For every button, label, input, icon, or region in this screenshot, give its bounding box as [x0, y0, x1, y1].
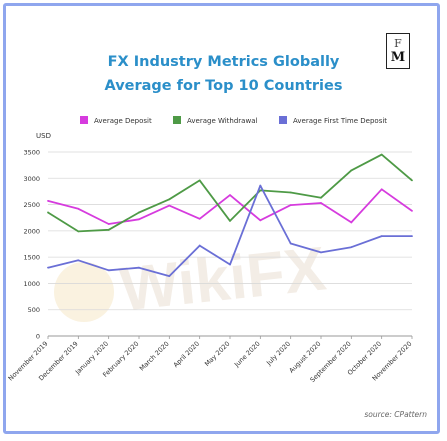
- data-point: [47, 211, 49, 214]
- data-point: [259, 184, 262, 187]
- data-point: [138, 211, 140, 214]
- chart-frame: [3, 3, 440, 434]
- data-point: [138, 218, 140, 221]
- data-point: [107, 269, 110, 272]
- data-point: [259, 219, 262, 222]
- y-tick-label: 3500: [23, 149, 40, 157]
- legend-swatch: [80, 116, 88, 124]
- data-point: [138, 266, 140, 269]
- x-tick-label: March 2020: [138, 340, 171, 373]
- data-point: [350, 221, 353, 224]
- data-point: [168, 198, 171, 201]
- y-tick-label: 2500: [23, 201, 40, 209]
- y-tick-label: 3000: [23, 175, 40, 183]
- data-point: [350, 246, 353, 249]
- y-tick-label: 1500: [23, 254, 40, 262]
- x-tick-label: April 2020: [172, 340, 201, 369]
- data-point: [320, 251, 322, 254]
- data-point: [380, 235, 383, 238]
- chart-title-line1: FX Industry Metrics Globally: [107, 54, 340, 70]
- data-point: [380, 153, 383, 156]
- data-point: [289, 191, 292, 194]
- legend-label: Average Withdrawal: [187, 117, 257, 125]
- data-point: [168, 204, 171, 207]
- data-point: [411, 179, 413, 182]
- y-axis-label: USD: [36, 132, 51, 140]
- data-point: [320, 196, 322, 199]
- data-point: [198, 217, 201, 220]
- legend-label: Average First Time Deposit: [293, 117, 387, 125]
- legend-swatch: [279, 116, 287, 124]
- data-point: [289, 242, 292, 245]
- data-point: [77, 259, 80, 262]
- y-tick-label: 1000: [23, 280, 40, 288]
- data-point: [411, 209, 413, 212]
- data-point: [77, 207, 80, 210]
- legend-label: Average Deposit: [94, 117, 152, 125]
- data-point: [107, 223, 110, 225]
- chart-title-line2: Average for Top 10 Countries: [104, 78, 343, 94]
- y-tick-label: 2000: [23, 227, 40, 235]
- data-point: [259, 189, 262, 192]
- y-tick-label: 500: [28, 306, 40, 314]
- fm-logo: F M: [386, 33, 410, 69]
- logo-letter-f: F: [394, 37, 402, 50]
- data-point: [289, 204, 292, 206]
- source-label: source: CPattern: [364, 410, 427, 419]
- data-point: [198, 244, 201, 247]
- logo-letter-m: M: [390, 50, 406, 65]
- y-tick-label: 0: [36, 333, 40, 341]
- data-point: [77, 230, 80, 233]
- data-point: [229, 194, 231, 197]
- legend-swatch: [173, 116, 181, 124]
- data-point: [47, 266, 49, 269]
- data-point: [47, 199, 49, 202]
- data-point: [380, 188, 383, 191]
- wikifx-watermark: WikiFX: [117, 234, 329, 324]
- watermark-emblem-icon: [54, 262, 114, 322]
- x-tick-label: July 2020: [264, 340, 292, 368]
- x-tick-label: June 2020: [232, 340, 262, 370]
- series-line-2: [47, 153, 413, 233]
- data-point: [168, 275, 171, 277]
- data-point: [198, 179, 201, 182]
- data-point: [320, 202, 322, 204]
- data-point: [229, 263, 231, 266]
- data-point: [107, 228, 110, 231]
- data-point: [229, 219, 231, 222]
- data-point: [350, 169, 353, 172]
- x-tick-label: May 2020: [203, 340, 231, 368]
- data-point: [411, 235, 413, 238]
